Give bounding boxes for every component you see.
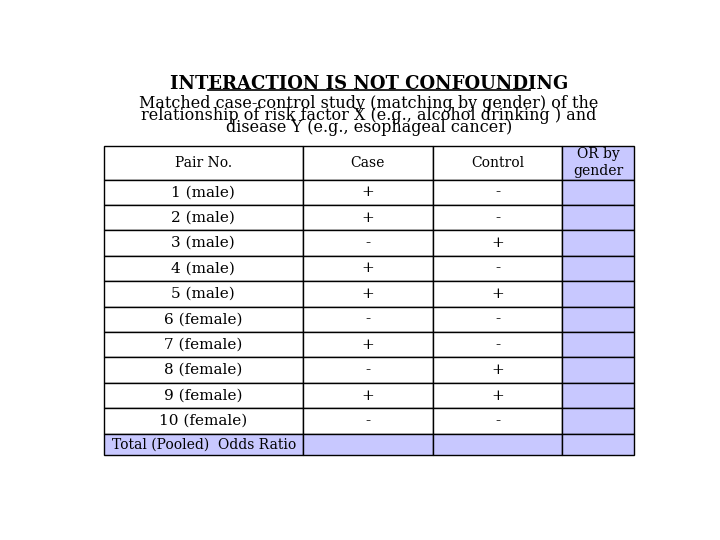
Bar — [302, 307, 433, 332]
Text: Pair No.: Pair No. — [175, 156, 232, 170]
Text: INTERACTION IS NOT CONFOUNDING: INTERACTION IS NOT CONFOUNDING — [170, 75, 568, 93]
Bar — [562, 383, 634, 408]
Bar — [562, 146, 634, 179]
Bar — [104, 179, 302, 205]
Bar — [562, 256, 634, 281]
Text: +: + — [361, 185, 374, 199]
Text: -: - — [365, 363, 370, 377]
Bar — [562, 205, 634, 231]
Bar — [433, 256, 562, 281]
Text: 4 (male): 4 (male) — [171, 261, 235, 275]
Text: Total (Pooled)  Odds Ratio: Total (Pooled) Odds Ratio — [112, 437, 296, 451]
Text: 7 (female): 7 (female) — [164, 338, 243, 352]
Bar — [104, 383, 302, 408]
Bar — [562, 332, 634, 357]
Text: -: - — [495, 338, 500, 352]
Bar — [302, 205, 433, 231]
Bar — [302, 231, 433, 256]
Text: +: + — [361, 211, 374, 225]
Text: OR by
gender: OR by gender — [573, 147, 624, 178]
Text: -: - — [365, 312, 370, 326]
Bar — [302, 332, 433, 357]
Bar — [302, 408, 433, 434]
Bar — [562, 281, 634, 307]
Text: 1 (male): 1 (male) — [171, 185, 235, 199]
Bar — [302, 179, 433, 205]
Text: +: + — [361, 261, 374, 275]
Bar — [562, 434, 634, 455]
Bar — [302, 281, 433, 307]
Bar — [104, 231, 302, 256]
Bar — [562, 179, 634, 205]
Bar — [562, 231, 634, 256]
Bar — [433, 146, 562, 179]
Text: -: - — [495, 211, 500, 225]
Text: +: + — [491, 388, 504, 402]
Bar — [433, 205, 562, 231]
Bar — [433, 383, 562, 408]
Bar — [433, 281, 562, 307]
Text: -: - — [495, 261, 500, 275]
Bar — [433, 231, 562, 256]
Bar — [302, 434, 433, 455]
Bar — [433, 307, 562, 332]
Text: -: - — [365, 414, 370, 428]
Text: Matched case-control study (matching by gender) of the: Matched case-control study (matching by … — [139, 95, 599, 112]
Bar — [104, 205, 302, 231]
Bar — [104, 332, 302, 357]
Text: -: - — [495, 185, 500, 199]
Text: 2 (male): 2 (male) — [171, 211, 235, 225]
Text: -: - — [495, 414, 500, 428]
Text: -: - — [365, 236, 370, 250]
Text: 3 (male): 3 (male) — [171, 236, 235, 250]
Bar — [433, 408, 562, 434]
Text: +: + — [361, 287, 374, 301]
Bar — [104, 256, 302, 281]
Bar — [433, 179, 562, 205]
Bar — [104, 146, 302, 179]
Text: -: - — [495, 312, 500, 326]
Bar — [433, 434, 562, 455]
Text: +: + — [361, 388, 374, 402]
Text: +: + — [491, 236, 504, 250]
Bar — [104, 408, 302, 434]
Bar — [104, 307, 302, 332]
Bar — [433, 332, 562, 357]
Bar — [302, 357, 433, 383]
Text: 9 (female): 9 (female) — [164, 388, 243, 402]
Bar — [562, 307, 634, 332]
Bar — [104, 434, 302, 455]
Text: 6 (female): 6 (female) — [164, 312, 243, 326]
Text: Case: Case — [351, 156, 385, 170]
Bar — [302, 146, 433, 179]
Text: +: + — [491, 287, 504, 301]
Text: +: + — [491, 363, 504, 377]
Text: 8 (female): 8 (female) — [164, 363, 243, 377]
Text: 5 (male): 5 (male) — [171, 287, 235, 301]
Bar — [302, 383, 433, 408]
Text: relationship of risk factor X (e.g., alcohol drinking ) and: relationship of risk factor X (e.g., alc… — [141, 107, 597, 124]
Bar — [562, 357, 634, 383]
Text: Control: Control — [471, 156, 524, 170]
Bar — [302, 256, 433, 281]
Bar — [562, 408, 634, 434]
Bar — [433, 357, 562, 383]
Text: +: + — [361, 338, 374, 352]
Text: disease Y (e.g., esophageal cancer): disease Y (e.g., esophageal cancer) — [226, 119, 512, 137]
Bar — [104, 281, 302, 307]
Text: 10 (female): 10 (female) — [159, 414, 248, 428]
Bar — [104, 357, 302, 383]
